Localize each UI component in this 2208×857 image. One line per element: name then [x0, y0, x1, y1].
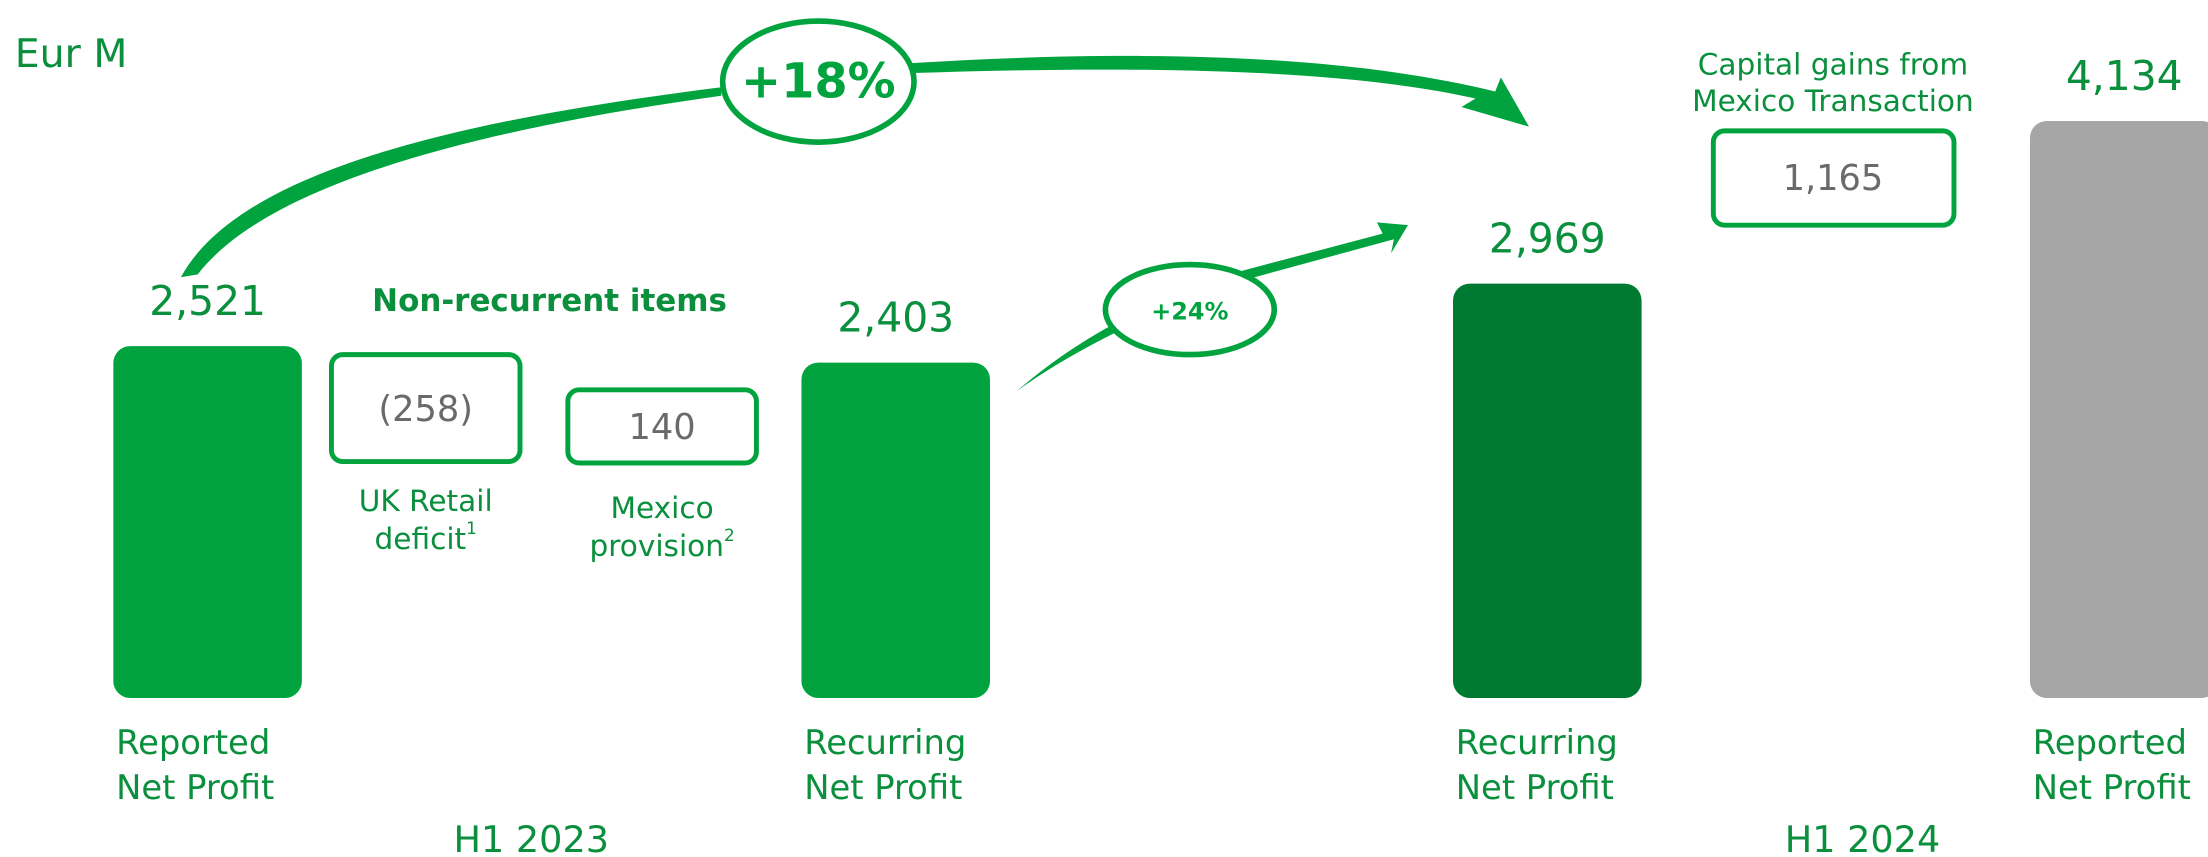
bar	[113, 346, 302, 698]
bar	[1452, 283, 1642, 698]
category-label: Recurring	[1456, 723, 1618, 762]
category-label: Reported	[116, 723, 270, 762]
item-label: provision2	[590, 525, 735, 563]
category-label: Net Profit	[116, 768, 274, 807]
arrow-24	[1016, 222, 1408, 392]
value-label: 2,521	[149, 277, 266, 325]
value-label: 2,969	[1489, 214, 1606, 262]
item-box	[328, 352, 523, 465]
category-label: Net Profit	[2033, 768, 2191, 807]
footnote: 1	[466, 518, 477, 538]
item-value: 140	[629, 407, 696, 448]
value-label: 4,134	[2066, 52, 2183, 100]
group-label: H1 2024	[1785, 818, 1941, 857]
category-label: Recurring	[804, 723, 966, 762]
item-value: (258)	[378, 389, 473, 430]
growth-label: +18%	[741, 54, 896, 109]
category-label: Reported	[2033, 723, 2187, 762]
category-label: Net Profit	[1456, 768, 1614, 807]
footnote: 2	[724, 525, 735, 545]
item-label: UK Retail	[359, 484, 493, 518]
arrow-18-head	[908, 55, 1529, 127]
bar	[2029, 121, 2208, 698]
category-label: Net Profit	[804, 768, 962, 807]
arrow-18	[180, 87, 722, 278]
unit-label: Eur M	[15, 31, 128, 77]
capital-gains-label: Mexico Transaction	[1692, 84, 1974, 118]
item-label: deficit1	[375, 518, 477, 556]
bar	[801, 362, 991, 698]
capital-gains-box	[1710, 128, 1957, 228]
group-label: H1 2023	[454, 818, 610, 857]
capital-gains-value: 1,165	[1783, 158, 1884, 199]
item-box	[565, 387, 759, 466]
section-title: Non-recurrent items	[372, 283, 727, 319]
value-label: 2,403	[837, 293, 954, 341]
growth-label: +24%	[1151, 297, 1228, 325]
growth-badge	[1102, 261, 1278, 358]
growth-badge	[719, 18, 917, 145]
item-label: Mexico	[611, 491, 714, 525]
capital-gains-label: Capital gains from	[1698, 48, 1968, 82]
